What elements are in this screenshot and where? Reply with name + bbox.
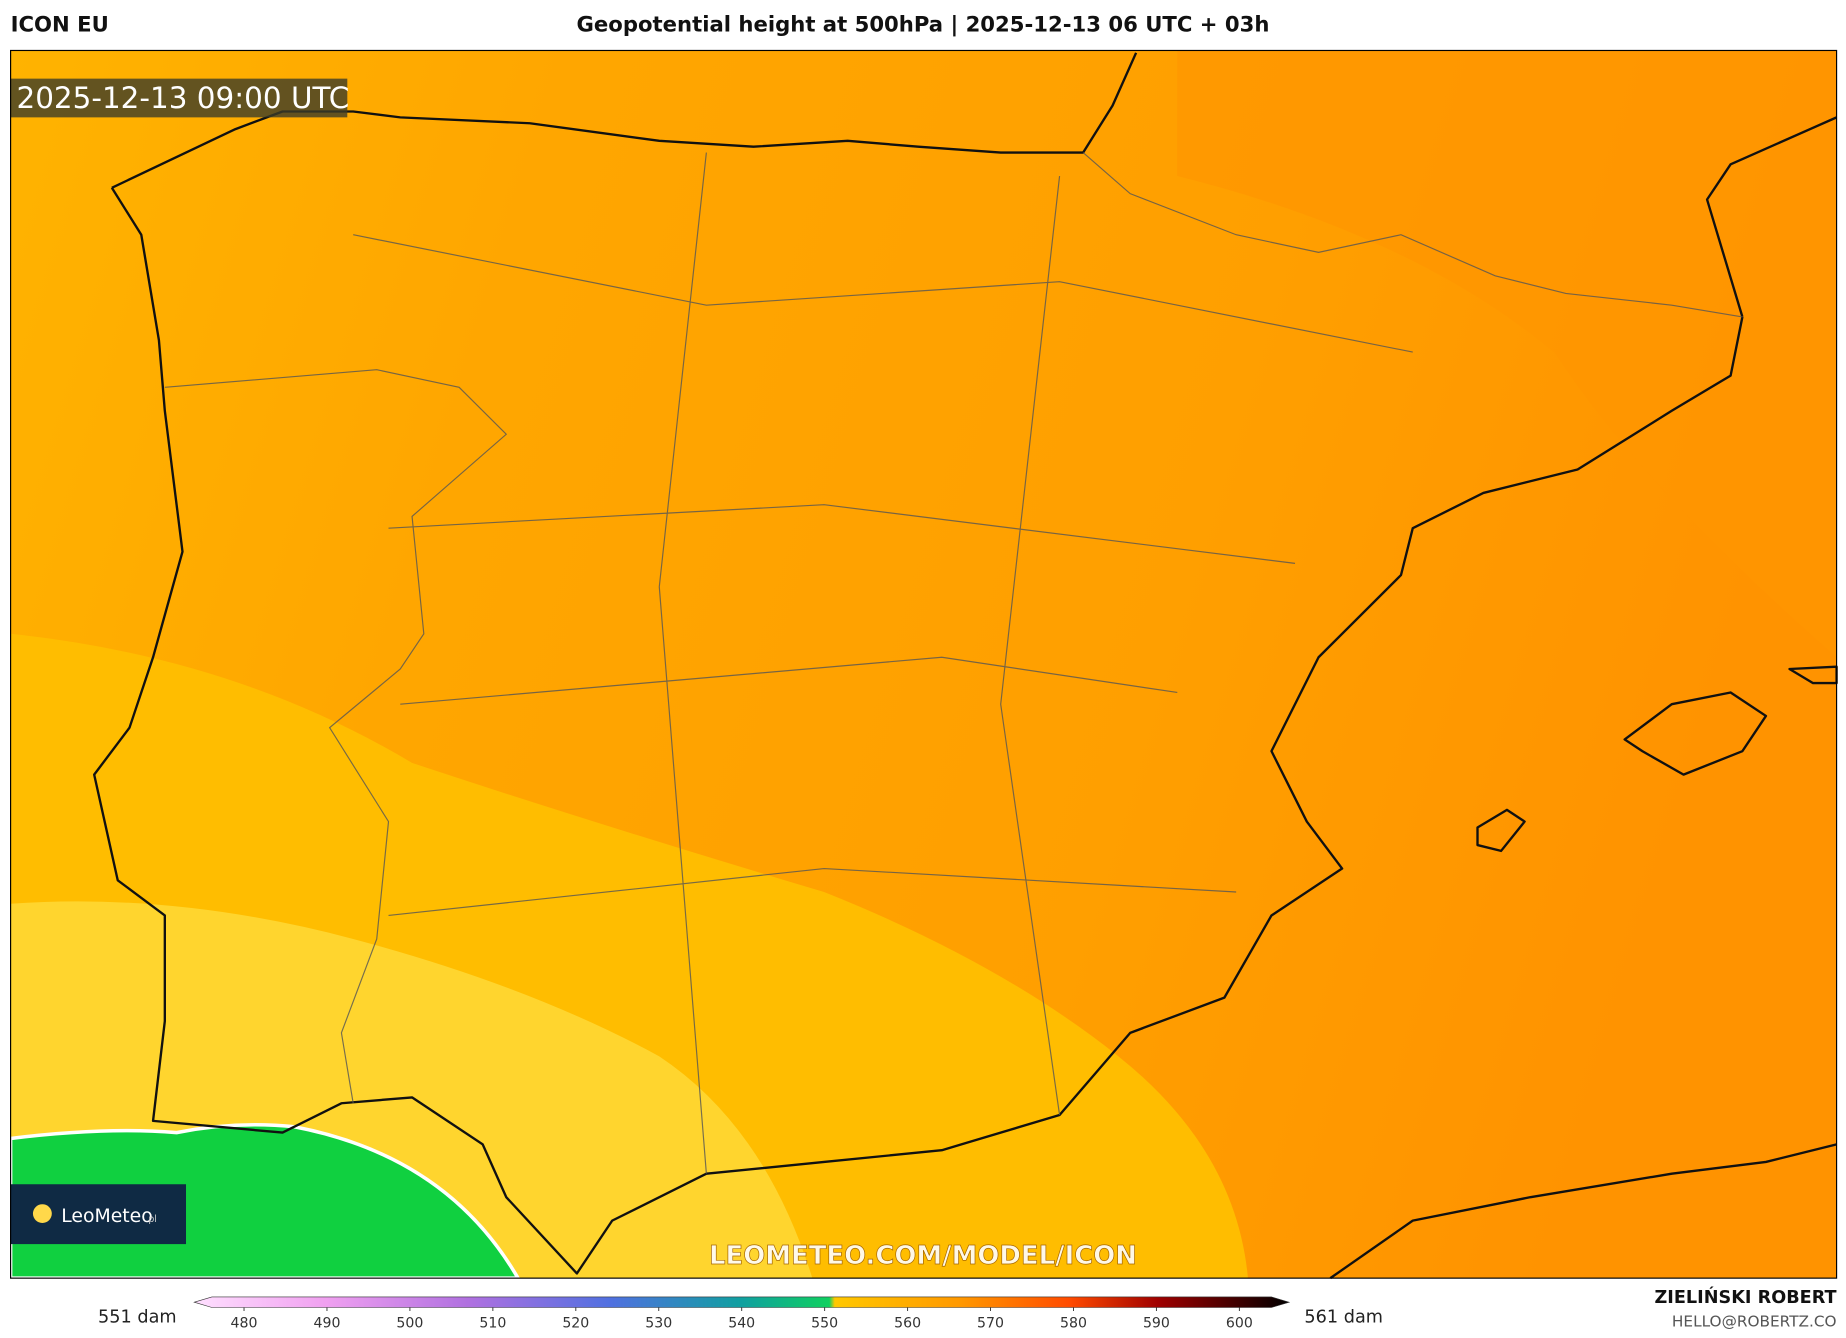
timestamp-box: 2025-12-13 09:00 UTC xyxy=(10,78,349,118)
borders xyxy=(164,152,1743,1174)
map-frame xyxy=(10,49,1838,1279)
colorbar-tick-label: 520 xyxy=(562,1315,589,1331)
colorbar-tick-label: 500 xyxy=(396,1315,423,1331)
logo-text: LeoMeteo xyxy=(61,1206,153,1227)
map-title: Geopotential height at 500hPa | 2025-12-… xyxy=(577,12,1270,38)
colorbar: 551 dam 561 dam 480 490 500 510 520 530 540 550… xyxy=(98,1296,1383,1331)
colorbar-tick-label: 510 xyxy=(479,1315,506,1331)
colorbar-tick-label: 540 xyxy=(728,1315,755,1331)
colorbar-tick-label: 480 xyxy=(231,1315,258,1331)
colorbar-tick-label: 570 xyxy=(977,1315,1004,1331)
watermark: LEOMETEO.COM/MODEL/ICON xyxy=(709,1241,1137,1271)
logo-suffix: pl xyxy=(148,1214,157,1225)
field-band xyxy=(1177,50,1837,658)
colorbar-tick-label: 490 xyxy=(313,1315,340,1331)
map-area: 2025-12-13 09:00 UTC LeoMeteo pl LEOMETE… xyxy=(8,49,1838,1280)
colorbar-tick-label: 530 xyxy=(645,1315,672,1331)
colorbar-tick-label: 560 xyxy=(894,1315,921,1331)
colorbar-tick-label: 580 xyxy=(1060,1315,1087,1331)
logo: LeoMeteo pl xyxy=(10,1184,187,1245)
colorbar-gradient xyxy=(193,1296,1291,1308)
colorbar-min-label: 551 dam xyxy=(98,1308,177,1328)
valid-time: 2025-12-13 09:00 UTC xyxy=(16,81,349,115)
colorbar-tick-label: 590 xyxy=(1143,1315,1170,1331)
colorbar-tick-label: 600 xyxy=(1226,1315,1253,1331)
author: ZIELIŃSKI ROBERT xyxy=(1655,1286,1837,1308)
model-name: ICON EU xyxy=(11,12,109,37)
colorbar-max-label: 561 dam xyxy=(1304,1308,1383,1328)
author-email: HELLO@ROBERTZ.CO xyxy=(1672,1312,1837,1330)
colorbar-tick-label: 550 xyxy=(811,1315,838,1331)
